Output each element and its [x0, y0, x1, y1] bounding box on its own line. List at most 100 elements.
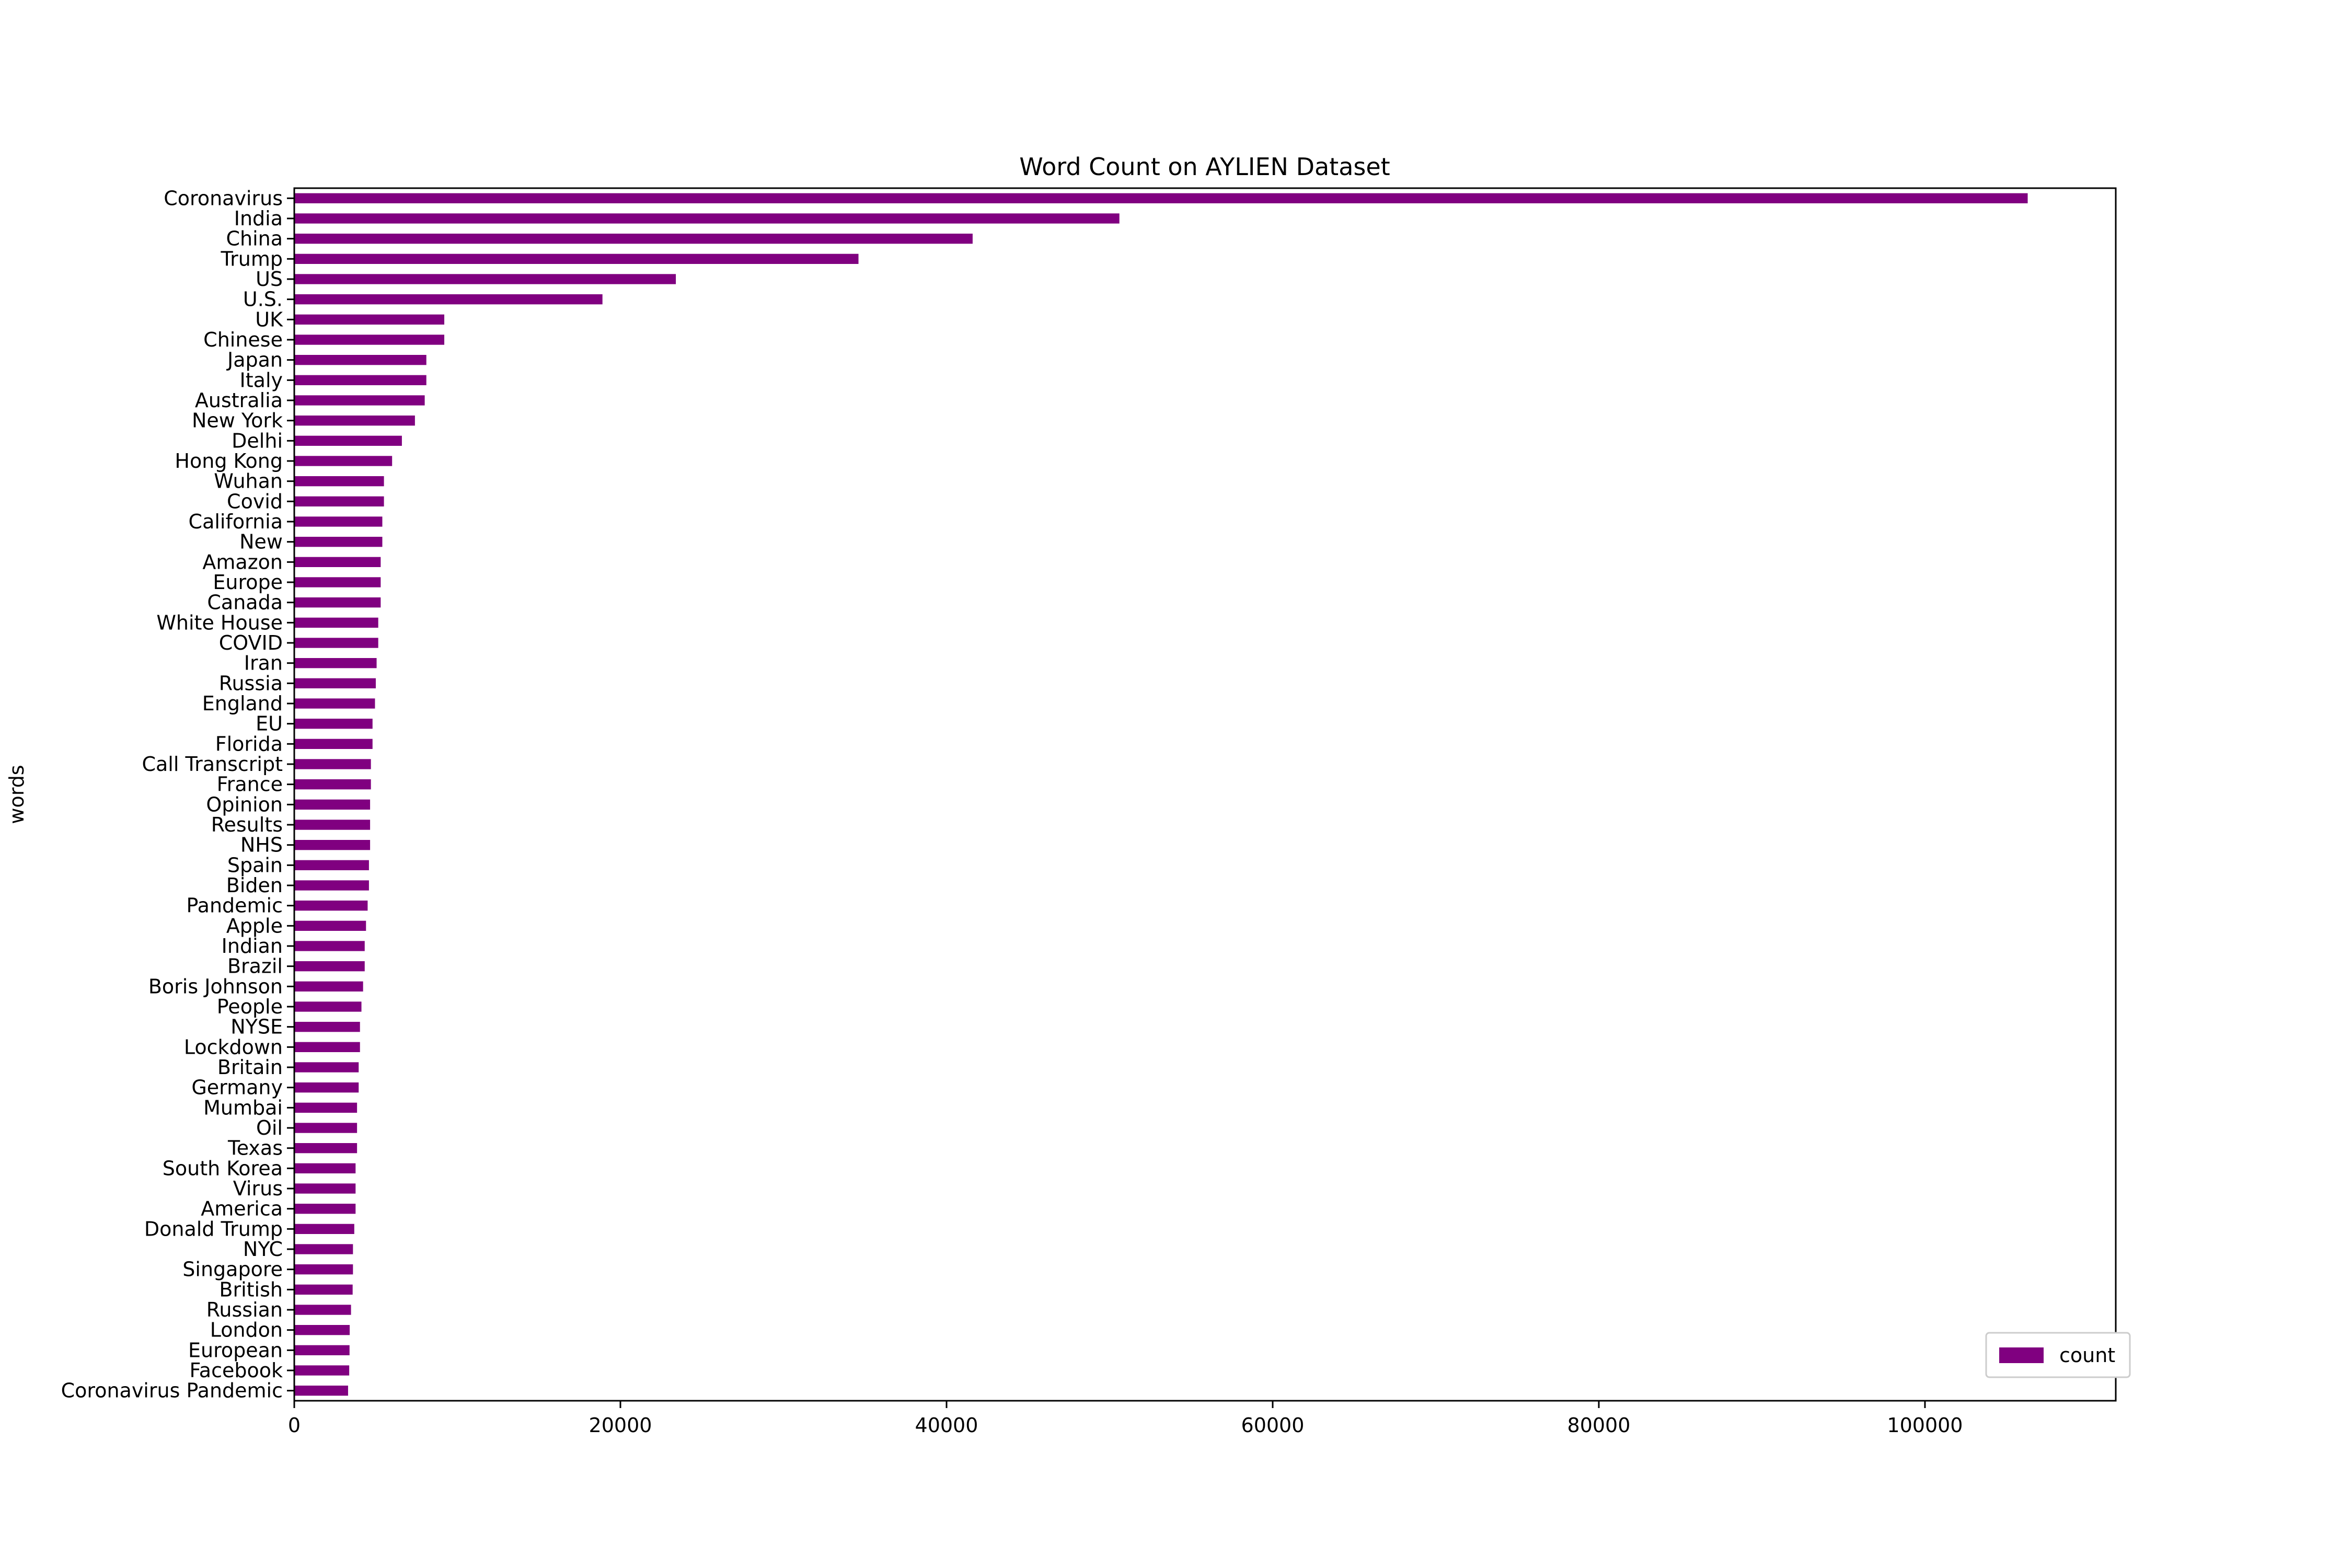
x-tick-label: 20000: [589, 1414, 652, 1437]
bar: [294, 840, 371, 850]
y-tick-label: Mumbai: [203, 1096, 283, 1119]
y-tick-label: NYC: [243, 1238, 283, 1261]
bar: [294, 1082, 359, 1093]
bar: [294, 698, 375, 709]
x-tick-label: 80000: [1567, 1414, 1631, 1437]
legend-box: [1985, 1332, 2131, 1378]
bar: [294, 1386, 348, 1396]
bar: [294, 941, 365, 951]
y-tick-label: France: [217, 773, 283, 796]
y-tick-label: Japan: [226, 349, 283, 372]
y-tick-label: US: [256, 268, 283, 291]
legend-swatch: [1999, 1347, 2044, 1363]
bar: [294, 1183, 356, 1194]
y-tick-label: Germany: [191, 1076, 283, 1099]
y-tick-label: Coronavirus: [164, 187, 283, 210]
bar: [294, 1224, 354, 1234]
bar: [294, 1365, 350, 1376]
y-tick-label: NHS: [240, 834, 283, 857]
bar: [294, 253, 859, 264]
y-tick-label: UK: [255, 308, 283, 331]
bar: [294, 597, 381, 608]
bar: [294, 1062, 359, 1073]
y-tick-label: Opinion: [206, 793, 283, 816]
bar: [294, 779, 371, 790]
bar: [294, 274, 676, 284]
y-tick-label: U.S.: [243, 288, 283, 311]
bar: [294, 537, 383, 547]
bar: [294, 314, 445, 325]
bar: [294, 799, 371, 810]
y-tick-label: South Korea: [163, 1157, 283, 1180]
y-tick-label: Chinese: [203, 328, 283, 351]
y-tick-label: New: [239, 531, 283, 554]
bar: [294, 557, 381, 567]
y-tick-label: Europe: [213, 571, 283, 594]
bar: [294, 617, 378, 628]
y-tick-label: Virus: [233, 1177, 283, 1200]
bar: [294, 375, 426, 385]
y-tick-label: Wuhan: [214, 470, 283, 493]
bar: [294, 416, 415, 426]
y-tick-label: China: [226, 227, 283, 250]
y-tick-label: British: [219, 1278, 283, 1301]
bar: [294, 476, 384, 487]
bar: [294, 719, 373, 729]
bar: [294, 638, 378, 648]
bar: [294, 1143, 358, 1154]
bar: [294, 395, 425, 406]
bar: [294, 1102, 358, 1113]
y-tick-label: Results: [211, 813, 283, 836]
y-tick-label: Florida: [215, 732, 283, 755]
bar: [294, 1244, 353, 1254]
y-tick-label: Lockdown: [184, 1035, 283, 1058]
bar: [294, 435, 402, 446]
bar: [294, 981, 363, 991]
y-tick-label: Spain: [227, 854, 283, 877]
bar: [294, 678, 376, 688]
y-tick-label: Hong Kong: [175, 449, 283, 472]
y-tick-label: NYSE: [230, 1016, 283, 1039]
bar: [294, 234, 973, 244]
legend: count: [1985, 1332, 2131, 1378]
y-tick-label: White House: [156, 611, 283, 634]
y-tick-label: Amazon: [202, 550, 283, 573]
y-tick-label: COVID: [219, 631, 283, 654]
y-tick-label: Russian: [206, 1298, 283, 1321]
bar: [294, 1163, 356, 1173]
bar: [294, 193, 2028, 203]
bar: [294, 1325, 350, 1335]
y-tick-label: Donald Trump: [144, 1217, 283, 1240]
bar: [294, 1204, 356, 1214]
y-tick-label: Boris Johnson: [148, 975, 283, 998]
y-tick-label: India: [234, 207, 283, 230]
y-tick-label: People: [217, 995, 283, 1018]
bar: [294, 577, 381, 587]
bar: [294, 920, 366, 931]
y-tick-label: Italy: [240, 368, 283, 391]
legend-label: count: [2059, 1344, 2115, 1367]
bar: [294, 759, 371, 769]
bar: [294, 820, 371, 830]
bar: [294, 880, 369, 891]
y-tick-label: Canada: [207, 591, 283, 614]
y-tick-label: London: [210, 1319, 283, 1342]
x-tick-label: 100000: [1887, 1414, 1963, 1437]
bar: [294, 860, 369, 870]
y-tick-label: Brazil: [227, 955, 283, 978]
bar: [294, 1345, 350, 1355]
x-tick-label: 60000: [1241, 1414, 1305, 1437]
bar: [294, 294, 603, 305]
bar: [294, 496, 384, 506]
bar: [294, 456, 393, 466]
y-tick-label: England: [202, 692, 283, 715]
y-tick-label: Biden: [226, 874, 283, 897]
y-tick-label: Apple: [226, 914, 283, 937]
y-tick-label: Delhi: [232, 429, 283, 452]
y-tick-label: New York: [192, 409, 283, 432]
chart-title: Word Count on AYLIEN Dataset: [1019, 153, 1390, 181]
y-tick-label: Trump: [221, 247, 283, 270]
bar: [294, 1042, 360, 1052]
bar: [294, 1284, 353, 1295]
